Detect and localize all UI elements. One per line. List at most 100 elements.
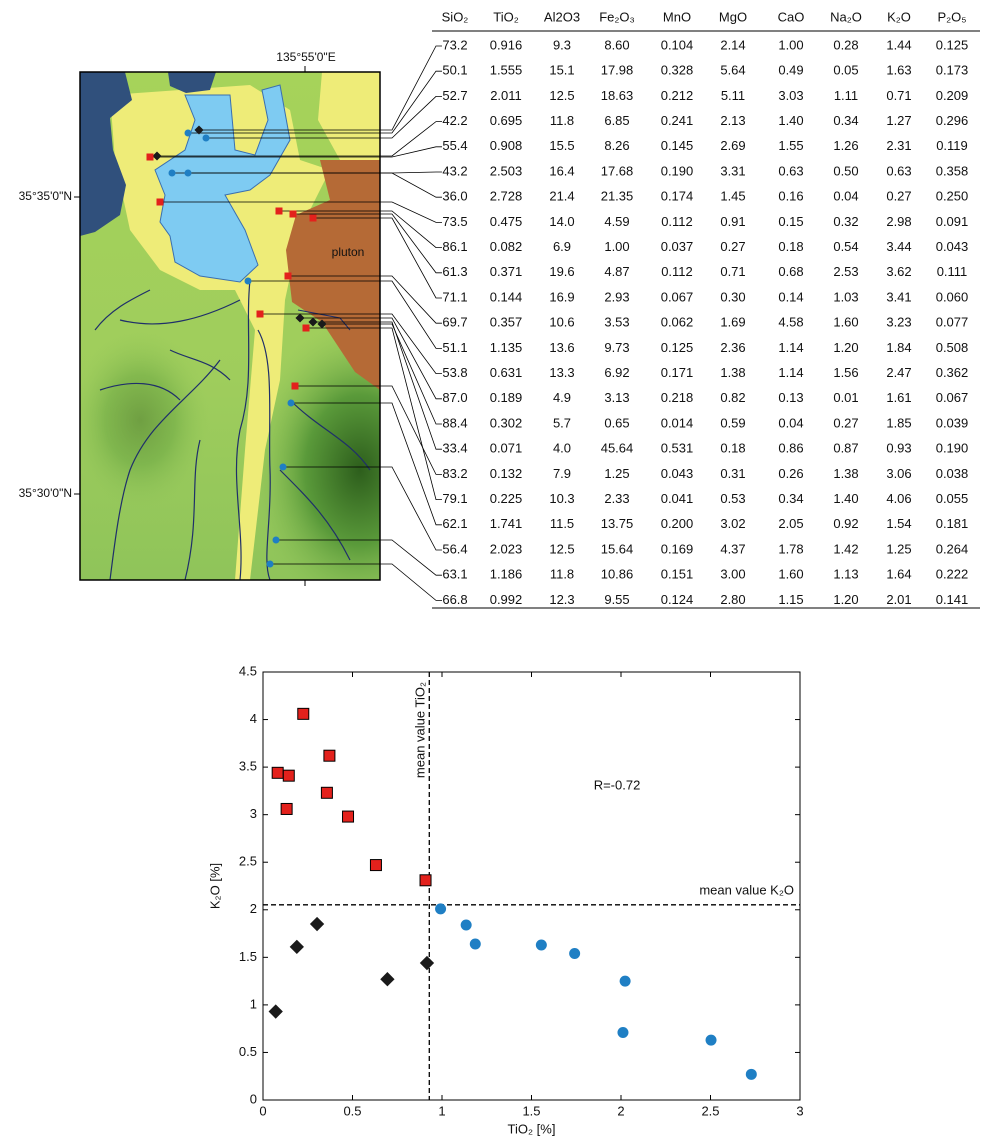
sample-marker — [310, 215, 317, 222]
table-cell: 0.144 — [490, 289, 523, 304]
table-cell: 5.11 — [721, 88, 745, 103]
table-cell: 0.043 — [661, 466, 694, 481]
table-cell: 0.53 — [720, 491, 745, 506]
table-cell: 0.041 — [661, 491, 694, 506]
table-cell: 0.362 — [936, 365, 969, 380]
y-axis-title: K₂O [%] — [207, 863, 222, 909]
table-cell: 83.2 — [442, 466, 467, 481]
data-point — [343, 811, 354, 822]
table-cell: 0.71 — [720, 264, 745, 279]
table-cell: 1.85 — [886, 415, 911, 430]
table-cell: 5.64 — [720, 63, 745, 78]
table-cell: 1.11 — [834, 88, 858, 103]
table-cell: 0.04 — [778, 415, 803, 430]
table-cell: 10.3 — [549, 491, 574, 506]
table-cell: 2.98 — [886, 214, 911, 229]
table-cell: 1.78 — [778, 541, 803, 556]
table-cell: 3.53 — [604, 315, 629, 330]
table-cell: 45.64 — [601, 441, 634, 456]
table-cell: 51.1 — [442, 340, 467, 355]
table-cell: 0.358 — [936, 163, 969, 178]
table-cell: 2.33 — [604, 491, 629, 506]
table-header: K₂O — [887, 9, 911, 24]
table-cell: 6.85 — [604, 113, 629, 128]
table-cell: 0.125 — [661, 340, 694, 355]
table-cell: 16.4 — [549, 163, 574, 178]
table-cell: 0.145 — [661, 138, 694, 153]
figure: 135°55'0"E 35°35'0"N 35°30'0"N pluton Si… — [0, 0, 990, 1142]
data-point — [706, 1035, 717, 1046]
table-cell: 0.104 — [661, 37, 694, 52]
table-cell: 2.011 — [490, 88, 522, 103]
table-header: Al2O3 — [544, 9, 580, 24]
sample-marker — [273, 537, 280, 544]
data-point — [617, 1027, 628, 1038]
table-cell: 1.61 — [886, 390, 911, 405]
table-cell: 1.55 — [778, 138, 803, 153]
table-cell: 0.86 — [778, 441, 803, 456]
table-cell: 6.92 — [604, 365, 629, 380]
table-cell: 1.13 — [833, 567, 858, 582]
table-cell: 4.58 — [778, 315, 803, 330]
table-cell: 62.1 — [442, 516, 467, 531]
table-cell: 5.7 — [553, 415, 571, 430]
table-header: TiO₂ — [493, 9, 519, 24]
sample-marker — [285, 273, 292, 280]
annotation: R=-0.72 — [594, 777, 641, 792]
table-cell: 0.014 — [661, 415, 694, 430]
table-cell: 0.112 — [661, 264, 693, 279]
data-point — [569, 948, 580, 959]
x-tick-label: 3 — [796, 1103, 803, 1118]
table-cell: 0.27 — [720, 239, 745, 254]
data-point — [281, 803, 292, 814]
sample-marker — [288, 400, 295, 407]
table-cell: 3.00 — [720, 567, 745, 582]
y-tick-label: 2.5 — [239, 854, 257, 869]
table-cell: 0.119 — [936, 138, 968, 153]
table-cell: 1.27 — [886, 113, 911, 128]
table-cell: 0.18 — [778, 239, 803, 254]
table-cell: 0.043 — [936, 239, 969, 254]
table-cell: 0.222 — [936, 567, 969, 582]
data-point — [324, 750, 335, 761]
x-tick-label: 1 — [438, 1103, 445, 1118]
table-cell: 0.92 — [833, 516, 858, 531]
table-cell: 4.9 — [553, 390, 571, 405]
y-tick-label: 1 — [250, 996, 257, 1011]
table-cell: 0.173 — [936, 63, 969, 78]
table-cell: 1.63 — [886, 63, 911, 78]
table-cell: 3.06 — [886, 466, 911, 481]
table-cell: 0.31 — [720, 466, 745, 481]
table-cell: 0.124 — [661, 592, 694, 607]
table-cell: 73.5 — [442, 214, 467, 229]
table-cell: 0.992 — [490, 592, 523, 607]
table-cell: 0.54 — [833, 239, 858, 254]
sample-marker — [292, 383, 299, 390]
table-cell: 17.68 — [601, 163, 634, 178]
data-point — [298, 708, 309, 719]
map-longitude: 135°55'0"E — [276, 50, 335, 64]
table-cell: 1.20 — [833, 592, 858, 607]
table-cell: 0.27 — [886, 189, 911, 204]
sample-marker — [185, 170, 192, 177]
table-cell: 1.45 — [720, 189, 745, 204]
table-cell: 12.3 — [549, 592, 574, 607]
table-cell: 2.69 — [720, 138, 745, 153]
table-cell: 79.1 — [442, 491, 467, 506]
x-tick-label: 0 — [259, 1103, 266, 1118]
table-cell: 0.067 — [661, 289, 694, 304]
table-cell: 87.0 — [442, 390, 467, 405]
table-cell: 0.87 — [833, 441, 858, 456]
table-cell: 0.125 — [936, 37, 969, 52]
table-cell: 0.63 — [886, 163, 911, 178]
table-cell: 3.31 — [720, 163, 745, 178]
table-cell: 0.212 — [661, 88, 694, 103]
table-cell: 2.53 — [833, 264, 858, 279]
table-cell: 19.6 — [549, 264, 574, 279]
table-cell: 0.218 — [661, 390, 694, 405]
table-cell: 0.04 — [833, 189, 858, 204]
table-cell: 3.02 — [720, 516, 745, 531]
data-point — [420, 956, 434, 970]
table-cell: 4.59 — [604, 214, 629, 229]
